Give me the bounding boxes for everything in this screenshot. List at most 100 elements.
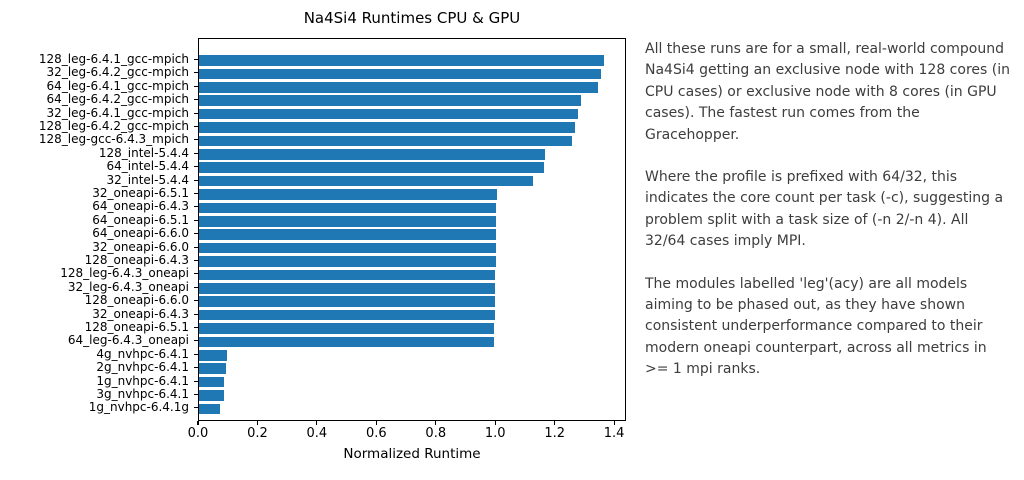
y-tick [194, 166, 198, 168]
x-tick-label: 0.6 [365, 426, 387, 441]
y-tick [194, 286, 198, 288]
bar [199, 95, 581, 107]
annotation-paragraph: The modules labelled 'leg'(acy) are all … [645, 275, 987, 378]
y-tick-label: 64_leg-6.4.1_gcc-mpich [46, 78, 189, 93]
y-tick-label: 128_oneapi-6.6.0 [84, 293, 189, 308]
x-tick-label: 0.8 [425, 426, 447, 441]
annotation-paragraph: Where the profile is prefixed with 64/32… [645, 169, 1004, 250]
bar [199, 189, 498, 200]
x-tick [256, 421, 259, 425]
y-tick [194, 380, 198, 382]
bar [199, 309, 495, 321]
bar [199, 68, 602, 80]
bar [199, 349, 228, 361]
x-tick-label: 1.0 [484, 426, 506, 441]
bar [199, 282, 496, 294]
y-tick-label: 64_oneapi-6.4.3 [92, 199, 189, 214]
bar [199, 108, 578, 120]
x-tick-label: 0.4 [306, 426, 328, 441]
bar [199, 403, 220, 415]
x-tick-label: 0.0 [187, 426, 209, 441]
y-tick [194, 99, 198, 101]
y-tick [194, 233, 198, 235]
y-tick [194, 58, 198, 61]
annotation-text: All these runs are for a small, real-wor… [645, 39, 1011, 402]
x-tick-label: 1.4 [603, 426, 625, 441]
bar [199, 162, 544, 174]
y-tick-label: 128_leg-6.4.1_gcc-mpich [38, 52, 189, 66]
y-tick [194, 125, 198, 128]
bar [199, 202, 497, 214]
y-tick [194, 326, 198, 329]
bar [199, 296, 496, 308]
y-tick [194, 393, 198, 396]
x-tick [613, 421, 615, 425]
chart-title: Na4Si4 Runtimes CPU & GPU [303, 9, 521, 27]
y-tick-label: 128_oneapi-6.4.3 [84, 253, 189, 267]
bar [199, 215, 497, 227]
y-tick-label: 128_intel-5.4.4 [98, 145, 189, 160]
y-tick-label: 32_leg-6.4.2_gcc-mpich [46, 65, 189, 80]
y-tick [194, 407, 198, 409]
y-tick [194, 313, 198, 315]
y-tick-label: 128_leg-6.4.2_gcc-mpich [38, 119, 189, 133]
x-tick [316, 421, 318, 425]
y-tick-label: 1g_nvhpc-6.4.1 [96, 373, 189, 388]
y-tick [194, 206, 198, 208]
x-tick [554, 421, 556, 425]
y-tick [194, 179, 198, 181]
bar [199, 363, 226, 375]
x-tick-label: 1.2 [544, 426, 565, 441]
bar [199, 242, 496, 254]
bar [199, 122, 575, 133]
y-tick-label: 1g_nvhpc-6.4.1g [88, 400, 189, 415]
bar [199, 323, 494, 334]
x-tick [494, 421, 496, 425]
y-tick-label: 128_leg-6.4.3_oneapi [60, 266, 189, 281]
y-tick [194, 139, 198, 141]
y-tick [194, 300, 198, 302]
y-tick-label: 64_leg-6.4.2_gcc-mpich [46, 92, 189, 107]
y-tick-label: 64_intel-5.4.4 [106, 159, 190, 174]
x-tick-label: 0.2 [247, 426, 268, 441]
y-tick-label: 32_leg-6.4.3_oneapi [67, 279, 189, 294]
y-tick [194, 152, 198, 154]
y-tick-label: 64_oneapi-6.6.0 [92, 226, 189, 241]
x-tick [375, 421, 377, 425]
bar [199, 175, 534, 187]
plot-area [198, 38, 626, 421]
y-tick-label: 32_oneapi-6.4.3 [92, 306, 189, 321]
y-tick-label: 32_oneapi-6.6.0 [92, 239, 189, 254]
y-tick-label: 128_oneapi-6.5.1 [84, 320, 189, 334]
bar [199, 376, 225, 388]
bar [199, 256, 496, 267]
y-tick-label: 32_leg-6.4.1_gcc-mpich [46, 105, 189, 120]
y-tick [194, 219, 198, 221]
y-tick-label: 3g_nvhpc-6.4.1 [96, 387, 189, 401]
y-tick-label: 32_oneapi-6.5.1 [92, 186, 189, 200]
y-tick [194, 85, 198, 87]
y-tick [194, 192, 198, 195]
y-tick [194, 72, 198, 74]
bar [199, 148, 546, 160]
y-tick [194, 246, 198, 248]
y-tick-label: 32_intel-5.4.4 [106, 172, 190, 187]
bar [199, 269, 496, 281]
bar [199, 81, 599, 93]
bar [199, 135, 572, 147]
x-axis-label: Normalized Runtime [343, 446, 481, 462]
y-tick-label: 64_oneapi-6.5.1 [92, 212, 189, 227]
y-tick [194, 353, 198, 355]
annotation-paragraph: All these runs are for a small, real-wor… [645, 41, 1010, 143]
y-tick [194, 259, 198, 262]
y-tick-label: 2g_nvhpc-6.4.1 [96, 360, 189, 375]
figure: Na4Si4 Runtimes CPU & GPU Normalized Run… [38, 9, 626, 462]
y-tick-label: 128_leg-gcc-6.4.3_mpich [38, 132, 189, 147]
bar [199, 55, 605, 66]
bar [199, 336, 494, 348]
x-tick [435, 421, 437, 425]
y-tick-label: 4g_nvhpc-6.4.1 [96, 346, 189, 361]
x-tick [197, 421, 199, 425]
y-tick [194, 273, 198, 275]
y-tick [194, 340, 198, 342]
